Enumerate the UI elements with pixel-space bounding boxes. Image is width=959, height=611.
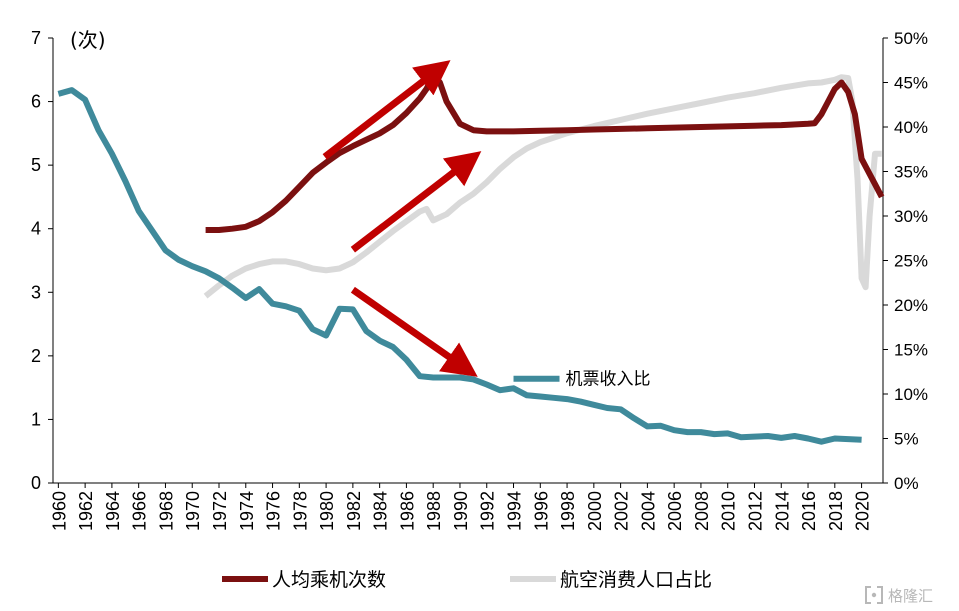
right-tick-label: 45% (894, 74, 928, 93)
label-layer: 机票收入比 (513, 370, 651, 390)
x-tick-label: 1974 (237, 491, 257, 531)
x-tick-label: 1970 (183, 491, 203, 531)
x-tick-label: 1992 (478, 491, 498, 531)
legend: 人均乘机次数 航空消费人口占比 (222, 569, 712, 591)
right-tick-label: 20% (894, 296, 928, 315)
trend-arrow-1 (350, 151, 482, 253)
series-line-0 (57, 87, 862, 445)
left-tick-label: 7 (31, 28, 41, 48)
x-tick-label: 1960 (49, 491, 69, 531)
x-tick-label: 2008 (692, 491, 712, 531)
x-tick-label: 1978 (290, 491, 310, 531)
right-tick-label: 50% (894, 29, 928, 48)
trend-arrow-0 (322, 60, 451, 160)
left-axis-unit-label: (次) (70, 28, 106, 52)
arrow-layer (322, 60, 482, 377)
x-tick-label: 2010 (719, 491, 739, 531)
left-tick-label: 1 (31, 409, 41, 429)
x-tick-label: 2002 (612, 491, 632, 531)
x-tick-label: 2016 (799, 491, 819, 531)
inline-series-label: 机票收入比 (566, 370, 651, 390)
series-layer (57, 71, 885, 445)
x-tick-label: 2012 (745, 491, 765, 531)
right-tick-label: 30% (894, 207, 928, 226)
right-tick-label: 10% (894, 385, 928, 404)
right-tick-label: 5% (894, 430, 919, 449)
x-tick-label: 1994 (505, 491, 525, 531)
x-tick-label: 1996 (531, 491, 551, 531)
left-tick-label: 6 (31, 92, 41, 112)
x-tick-label: 1984 (371, 491, 391, 531)
left-tick-label: 0 (31, 473, 41, 493)
right-tick-label: 35% (894, 163, 928, 182)
x-tick-label: 2014 (772, 491, 792, 531)
x-tick-label: 1966 (130, 491, 150, 531)
x-tick-label: 2000 (585, 491, 605, 531)
ticks: 0 1 2 3 4 5 6 7 0% 5% 10% 15% 20% 25% 30% 35% 40% 45% 50% 1… (31, 28, 928, 531)
x-tick-label: 1988 (424, 491, 444, 531)
x-tick-label: 1986 (397, 491, 417, 531)
left-tick-label: 3 (31, 282, 41, 302)
x-tick-label: 2018 (826, 491, 846, 531)
left-tick-label: 2 (31, 346, 41, 366)
left-tick-label: 5 (31, 155, 41, 175)
bracket-logo-icon (865, 586, 883, 604)
x-tick-label: 1976 (264, 491, 284, 531)
right-tick-label: 15% (894, 341, 928, 360)
x-tick-label: 2006 (665, 491, 685, 531)
left-tick-label: 4 (31, 219, 41, 239)
series-line-2 (203, 74, 882, 299)
x-tick-label: 1998 (558, 491, 578, 531)
watermark-text: 格隆汇 (888, 587, 933, 605)
right-tick-label: 0% (894, 474, 919, 493)
x-tick-label: 1982 (344, 491, 364, 531)
x-tick-label: 1968 (156, 491, 176, 531)
right-tick-label: 40% (894, 118, 928, 137)
x-tick-label: 1990 (451, 491, 471, 531)
x-tick-label: 1964 (103, 491, 123, 531)
series-line-1 (205, 71, 885, 233)
watermark: 格隆汇 (865, 586, 933, 605)
x-tick-label: 2020 (853, 491, 873, 531)
axes: (次) (52, 28, 884, 484)
x-tick-label: 1980 (317, 491, 337, 531)
x-tick-label: 1962 (76, 491, 96, 531)
legend-label-1: 航空消费人口占比 (560, 569, 712, 591)
x-tick-label: 2004 (638, 491, 658, 531)
x-tick-label: 1972 (210, 491, 230, 531)
right-tick-label: 25% (894, 252, 928, 271)
legend-label-0: 人均乘机次数 (272, 569, 386, 591)
trend-arrow-2 (350, 286, 478, 377)
